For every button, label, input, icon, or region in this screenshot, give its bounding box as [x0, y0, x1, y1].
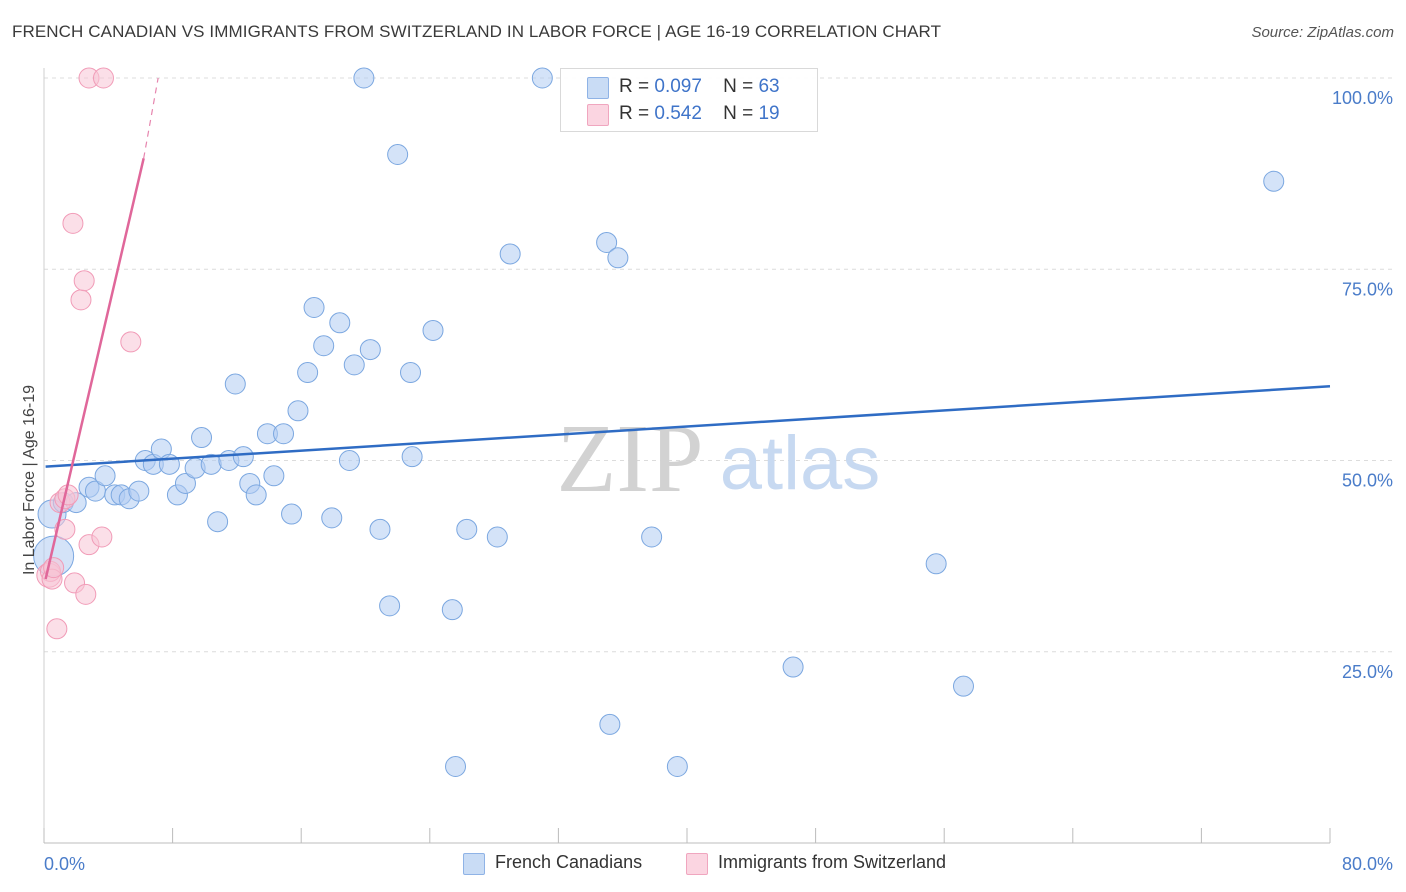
point-switzerland — [70, 289, 92, 311]
y-axis-label: In Labor Force | Age 16-19 — [21, 384, 38, 576]
point-french-canadians — [1263, 170, 1285, 192]
point-french-canadians — [174, 472, 196, 494]
point-french-canadians — [128, 480, 150, 502]
point-switzerland — [73, 270, 95, 292]
legend-swatch-pink — [587, 104, 609, 126]
point-french-canadians — [321, 507, 343, 529]
trend-line-switzerland — [44, 158, 145, 580]
point-french-canadians — [607, 247, 629, 269]
y-tick-label: 100.0% — [1332, 88, 1393, 108]
bottom-legend-swatch-blue — [463, 853, 485, 875]
y-tick-label: 50.0% — [1342, 471, 1393, 491]
point-french-canadians — [353, 67, 375, 89]
axes — [43, 68, 1331, 844]
point-switzerland — [120, 331, 142, 353]
trend-line-french-canadians — [45, 385, 1331, 468]
point-french-canadians — [531, 67, 553, 89]
bottom-legend-label: French Canadians — [495, 852, 643, 872]
trend-lines — [44, 77, 1331, 580]
point-french-canadians — [273, 423, 295, 445]
source-label: Source: ZipAtlas.com — [1251, 24, 1394, 41]
point-french-canadians — [359, 339, 381, 361]
point-french-canadians — [94, 465, 116, 487]
trend-line-switzerland-extension — [143, 77, 159, 159]
point-french-canadians — [379, 595, 401, 617]
y-tick-label: 75.0% — [1342, 279, 1393, 299]
point-french-canadians — [400, 362, 422, 384]
bottom-legend-label: Immigrants from Switzerland — [718, 852, 947, 872]
point-french-canadians — [596, 231, 618, 253]
bottom-legend-swatch-pink — [686, 853, 708, 875]
point-french-canadians — [329, 312, 351, 334]
point-french-canadians — [486, 526, 508, 548]
x-tick-label: 80.0% — [1342, 854, 1393, 874]
point-switzerland — [46, 618, 68, 640]
point-french-canadians — [782, 656, 804, 678]
legend-n-label: N = — [723, 76, 754, 97]
point-french-canadians — [343, 354, 365, 376]
legend-n-label: N = — [723, 103, 754, 124]
point-french-canadians — [441, 599, 463, 621]
point-french-canadians — [245, 484, 267, 506]
point-french-canadians — [224, 373, 246, 395]
point-switzerland — [92, 67, 114, 89]
point-french-canadians — [387, 144, 409, 165]
data-points — [33, 67, 1285, 777]
point-french-canadians — [456, 518, 478, 540]
point-french-canadians — [401, 446, 423, 468]
point-french-canadians — [369, 518, 391, 540]
point-french-canadians — [599, 713, 621, 735]
point-switzerland — [62, 212, 84, 234]
point-switzerland — [91, 526, 113, 548]
point-french-canadians — [641, 526, 663, 548]
point-french-canadians — [287, 400, 309, 422]
legend-r-value: 0.097 — [654, 76, 702, 97]
point-french-canadians — [499, 243, 521, 265]
point-french-canadians — [925, 553, 947, 575]
point-french-canadians — [445, 756, 467, 777]
point-french-canadians — [952, 675, 974, 697]
point-french-canadians — [191, 427, 213, 449]
watermark-atlas: atlas — [720, 421, 881, 506]
watermark: ZIP atlas — [557, 405, 881, 513]
point-french-canadians — [281, 503, 303, 525]
point-french-canadians — [207, 511, 229, 533]
point-french-canadians — [313, 335, 335, 357]
y-tick-label: 25.0% — [1342, 662, 1393, 682]
point-french-canadians — [232, 446, 254, 468]
legend-r-label: R = — [619, 76, 650, 97]
tick-labels: 25.0% 50.0% 75.0% 100.0% 0.0% 80.0% — [44, 88, 1393, 874]
watermark-zip: ZIP — [557, 405, 704, 513]
legend-n-value: 63 — [758, 76, 780, 97]
point-french-canadians — [297, 362, 319, 384]
point-french-canadians — [263, 465, 285, 487]
legend-r-label: R = — [619, 103, 650, 124]
legend-n-value: 19 — [758, 103, 780, 124]
point-french-canadians — [338, 450, 360, 471]
point-french-canadians — [303, 297, 325, 318]
x-tick-label: 0.0% — [44, 854, 85, 874]
point-switzerland — [54, 518, 76, 540]
point-french-canadians — [422, 319, 444, 341]
legend-r-value: 0.542 — [654, 103, 702, 124]
chart-title: FRENCH CANADIAN VS IMMIGRANTS FROM SWITZ… — [12, 22, 942, 41]
legend: R = 0.097 N = 63 R = 0.542 N = 19 — [560, 68, 818, 132]
point-switzerland — [75, 583, 97, 605]
grid-lines — [44, 77, 1392, 653]
point-french-canadians — [666, 756, 688, 777]
legend-swatch-blue — [587, 77, 609, 99]
